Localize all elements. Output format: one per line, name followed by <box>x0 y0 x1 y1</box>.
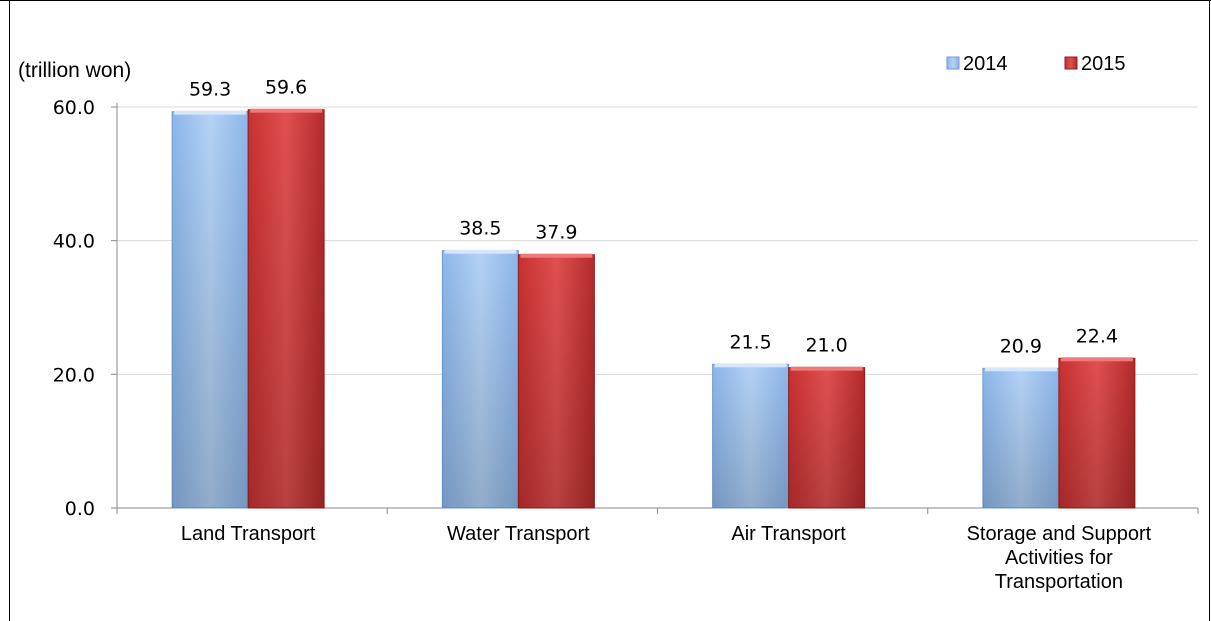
bars <box>171 108 1136 509</box>
bar-top-highlight <box>174 110 247 115</box>
bar-shade <box>518 254 595 508</box>
bar-shade <box>712 364 789 508</box>
chart-frame <box>9 0 1210 621</box>
legend-label-2014: 2014 <box>963 53 1008 75</box>
legend-swatch-2014 <box>946 56 960 70</box>
legend-label-2015: 2015 <box>1081 53 1126 75</box>
y-tick-label: 0.0 <box>65 498 95 520</box>
x-tick-label: Land Transport <box>181 523 316 545</box>
bar-shade <box>442 250 519 509</box>
bar-top-highlight <box>520 253 593 258</box>
data-label: 38.5 <box>459 218 501 240</box>
x-tick-label: Transportation <box>995 571 1123 593</box>
data-label: 21.0 <box>805 335 847 357</box>
data-label: 21.5 <box>729 331 771 353</box>
bar-shade <box>248 109 325 508</box>
bar-top-highlight <box>1060 357 1133 362</box>
y-unit-label: (trillion won) <box>18 59 131 82</box>
data-label: 37.9 <box>535 222 577 244</box>
bar-shade <box>1058 358 1135 508</box>
bar-shade <box>172 111 249 508</box>
bar-top-highlight <box>790 366 863 371</box>
y-tick-label: 60.0 <box>53 97 95 119</box>
data-label: 59.6 <box>265 77 307 99</box>
bar-top-highlight <box>444 249 517 254</box>
bar-top-highlight <box>714 363 787 368</box>
data-label: 20.9 <box>1000 335 1042 357</box>
axes: 0.0 20.0 40.0 60.0 Land Transport Water Trans… <box>53 97 1199 593</box>
bar-top-highlight <box>250 108 323 113</box>
x-tick-label: Storage and Support <box>967 523 1152 545</box>
data-label: 22.4 <box>1076 325 1118 347</box>
x-tick-label: Activities for <box>1005 547 1113 569</box>
bar-shade <box>982 368 1059 508</box>
top-border <box>0 0 1211 1</box>
y-tick-label: 40.0 <box>53 231 95 253</box>
bar-top-highlight <box>984 367 1057 372</box>
legend: 2014 2015 <box>946 53 1126 75</box>
y-tick-label: 20.0 <box>53 364 95 386</box>
data-labels: 59.3 59.6 38.5 37.9 21.5 21.0 20.9 22.4 <box>189 77 1118 358</box>
x-tick-label: Air Transport <box>731 523 846 545</box>
legend-swatch-2015 <box>1064 56 1078 70</box>
bar-shade <box>788 367 865 508</box>
data-label: 59.3 <box>189 79 231 101</box>
x-tick-label: Water Transport <box>447 523 590 545</box>
